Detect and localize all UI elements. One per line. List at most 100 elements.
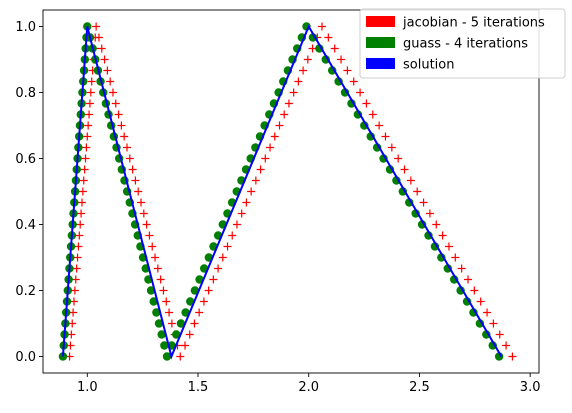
point-jacobian xyxy=(223,242,232,251)
point-jacobian xyxy=(324,33,333,42)
point-jacobian xyxy=(151,253,160,262)
point-jacobian xyxy=(153,264,162,273)
point-jacobian xyxy=(218,253,227,262)
point-jacobian xyxy=(502,341,511,350)
y-tick-label: 0.6 xyxy=(15,152,36,167)
y-tick-label: 0.8 xyxy=(15,86,36,101)
point-jacobian xyxy=(495,330,504,339)
point-jacobian xyxy=(247,187,256,196)
point-jacobian xyxy=(77,198,86,207)
x-tick-label: 3.0 xyxy=(520,380,541,395)
point-jacobian xyxy=(79,176,88,185)
point-jacobian xyxy=(122,143,131,152)
point-jacobian xyxy=(318,22,326,31)
x-tick-label: 2.5 xyxy=(409,380,430,395)
point-jacobian xyxy=(470,286,479,295)
point-guass xyxy=(160,341,169,350)
point-jacobian xyxy=(117,121,126,130)
point-jacobian xyxy=(413,187,422,196)
point-jacobian xyxy=(330,44,339,53)
point-jacobian xyxy=(204,286,213,295)
point-jacobian xyxy=(139,209,148,218)
point-jacobian xyxy=(75,231,84,240)
point-jacobian xyxy=(451,253,460,262)
legend: jacobian - 5 iterations guass - 4 iterati… xyxy=(359,8,566,79)
point-jacobian xyxy=(368,110,377,119)
point-jacobian xyxy=(195,308,204,317)
point-jacobian xyxy=(489,319,498,328)
point-jacobian xyxy=(92,22,101,31)
point-guass xyxy=(149,297,158,306)
point-jacobian xyxy=(120,132,129,141)
point-jacobian xyxy=(425,209,434,218)
point-guass xyxy=(162,352,172,361)
point-jacobian xyxy=(214,264,223,273)
point-jacobian xyxy=(167,319,176,328)
series-layer xyxy=(58,22,517,361)
point-guass xyxy=(154,319,164,328)
point-jacobian xyxy=(251,176,260,185)
point-jacobian xyxy=(70,297,78,306)
point-jacobian xyxy=(74,242,83,251)
point-jacobian xyxy=(70,286,79,295)
point-jacobian xyxy=(337,55,346,64)
point-jacobian xyxy=(199,297,208,306)
point-jacobian xyxy=(387,143,396,152)
point-jacobian xyxy=(266,143,275,152)
point-jacobian xyxy=(432,220,441,229)
x-tick-label: 1.0 xyxy=(77,380,98,395)
point-guass xyxy=(186,297,195,306)
point-jacobian xyxy=(438,231,447,240)
point-jacobian xyxy=(87,77,96,86)
point-jacobian xyxy=(228,231,237,240)
point-jacobian xyxy=(142,220,151,229)
point-jacobian xyxy=(419,198,428,207)
axes-frame xyxy=(42,9,540,374)
point-jacobian xyxy=(128,165,137,174)
point-jacobian xyxy=(362,99,371,108)
point-jacobian xyxy=(108,88,117,97)
series-solution-line xyxy=(61,24,503,360)
point-jacobian xyxy=(86,88,95,97)
point-jacobian xyxy=(72,264,81,273)
point-jacobian xyxy=(508,352,517,361)
point-jacobian xyxy=(280,110,289,119)
point-guass xyxy=(152,308,161,317)
legend-swatch xyxy=(366,58,395,69)
legend-label: guass - 4 iterations xyxy=(403,37,528,52)
y-tick-label: 1.0 xyxy=(15,20,36,35)
point-jacobian xyxy=(145,231,154,240)
point-guass xyxy=(181,308,190,317)
point-jacobian xyxy=(84,121,93,130)
x-tick-label: 2.0 xyxy=(298,380,319,395)
point-jacobian xyxy=(159,286,168,295)
point-jacobian xyxy=(299,66,308,75)
point-jacobian xyxy=(284,99,293,108)
point-jacobian xyxy=(80,165,89,174)
point-jacobian xyxy=(114,110,123,119)
legend-box xyxy=(359,8,566,79)
point-jacobian xyxy=(444,242,453,251)
point-jacobian xyxy=(242,198,251,207)
point-jacobian xyxy=(85,110,94,119)
point-jacobian xyxy=(134,187,143,196)
point-guass xyxy=(58,352,68,361)
point-jacobian xyxy=(111,99,120,108)
y-tick-label: 0.4 xyxy=(15,218,36,233)
point-jacobian xyxy=(237,209,246,218)
point-jacobian xyxy=(81,154,90,163)
legend-label: jacobian - 5 iterations xyxy=(402,16,545,31)
point-jacobian xyxy=(289,88,298,97)
point-guass xyxy=(157,330,166,339)
point-jacobian xyxy=(275,121,284,130)
point-jacobian xyxy=(209,275,218,284)
y-tick-label: 0.0 xyxy=(15,350,36,365)
point-jacobian xyxy=(103,66,112,75)
point-jacobian xyxy=(131,176,140,185)
point-jacobian xyxy=(181,341,190,350)
point-jacobian xyxy=(483,308,492,317)
point-jacobian xyxy=(457,264,466,273)
point-jacobian xyxy=(82,143,91,152)
point-jacobian xyxy=(349,77,358,86)
